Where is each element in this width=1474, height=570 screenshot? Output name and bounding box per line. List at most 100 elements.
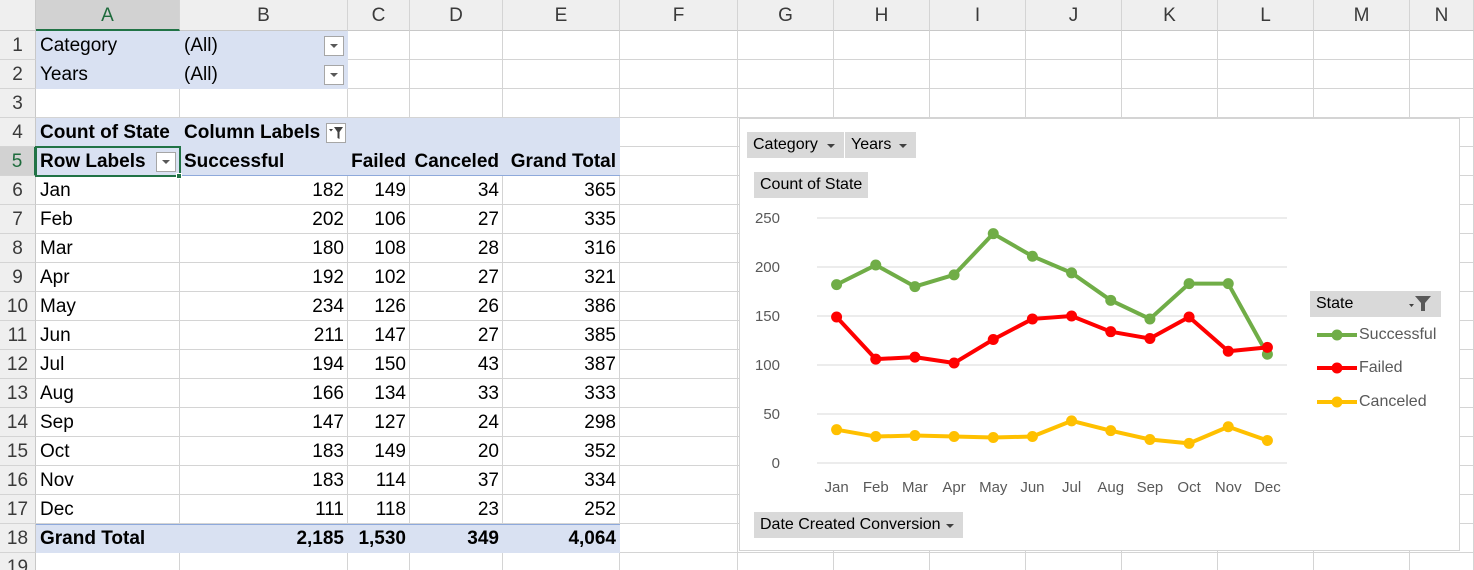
table-cell[interactable]: 321: [584, 267, 616, 288]
table-cell[interactable]: 37: [477, 470, 499, 491]
column-header-g[interactable]: G: [738, 0, 834, 31]
table-cell[interactable]: 114: [375, 470, 406, 491]
table-row-label[interactable]: Nov: [40, 470, 74, 491]
table-row-label[interactable]: Oct: [40, 441, 70, 462]
row-header-15[interactable]: 15: [0, 437, 36, 466]
row-header-17[interactable]: 17: [0, 495, 36, 524]
column-header-f[interactable]: F: [620, 0, 738, 31]
row-labels-dropdown[interactable]: [156, 152, 176, 172]
legend-item-failed[interactable]: Failed: [1315, 358, 1403, 378]
row-header-2[interactable]: 2: [0, 60, 36, 89]
table-cell[interactable]: 28: [477, 238, 499, 259]
row-header-9[interactable]: 9: [0, 263, 36, 292]
category-field-button[interactable]: Category: [747, 132, 844, 158]
column-header-m[interactable]: M: [1314, 0, 1410, 31]
column-labels-header[interactable]: Column Labels: [184, 122, 321, 143]
table-cell[interactable]: 149: [374, 180, 406, 201]
pivot-corner-label[interactable]: Count of State: [40, 122, 170, 143]
table-cell[interactable]: 150: [374, 354, 406, 375]
table-cell[interactable]: 334: [584, 470, 616, 491]
table-cell[interactable]: 134: [374, 383, 406, 404]
table-cell[interactable]: 149: [374, 441, 406, 462]
table-cell[interactable]: 102: [374, 267, 406, 288]
legend-item-successful[interactable]: Successful: [1315, 325, 1436, 345]
grand-total-cell[interactable]: 2,185: [296, 528, 344, 549]
filter-value[interactable]: (All): [184, 64, 218, 85]
table-cell[interactable]: 365: [584, 180, 616, 201]
column-header-b[interactable]: B: [180, 0, 348, 31]
row-header-8[interactable]: 8: [0, 234, 36, 263]
column-header-d[interactable]: D: [410, 0, 503, 31]
row-header-19[interactable]: 19: [0, 553, 36, 570]
table-cell[interactable]: 352: [584, 441, 616, 462]
column-header-c[interactable]: C: [348, 0, 410, 31]
years-filter-dropdown[interactable]: [324, 65, 344, 85]
row-header-10[interactable]: 10: [0, 292, 36, 321]
table-cell[interactable]: 234: [312, 296, 344, 317]
value-field-button[interactable]: Count of State: [754, 172, 868, 198]
table-row-label[interactable]: Sep: [40, 412, 74, 433]
column-labels-filter-button[interactable]: [326, 123, 346, 143]
table-row-label[interactable]: Feb: [40, 209, 73, 230]
filter-label[interactable]: Years: [40, 64, 88, 85]
header-failed[interactable]: Failed: [351, 151, 406, 172]
table-row-label[interactable]: Jan: [40, 180, 71, 201]
table-cell[interactable]: 385: [584, 325, 616, 346]
filter-value[interactable]: (All): [184, 35, 218, 56]
filter-label[interactable]: Category: [40, 35, 118, 56]
table-cell[interactable]: 316: [584, 238, 616, 259]
select-all-corner[interactable]: [0, 0, 36, 31]
table-cell[interactable]: 387: [584, 354, 616, 375]
header-successful[interactable]: Successful: [184, 151, 285, 172]
table-cell[interactable]: 34: [477, 180, 499, 201]
table-row-label[interactable]: Apr: [40, 267, 70, 288]
table-row-label[interactable]: Mar: [40, 238, 73, 259]
grand-total-label[interactable]: Grand Total: [40, 528, 146, 549]
legend-item-canceled[interactable]: Canceled: [1315, 392, 1427, 412]
column-header-n[interactable]: N: [1410, 0, 1474, 31]
column-header-h[interactable]: H: [834, 0, 930, 31]
table-cell[interactable]: 20: [477, 441, 499, 462]
table-cell[interactable]: 386: [584, 296, 616, 317]
row-header-11[interactable]: 11: [0, 321, 36, 350]
fill-handle[interactable]: [176, 173, 182, 179]
row-header-6[interactable]: 6: [0, 176, 36, 205]
table-cell[interactable]: 147: [374, 325, 406, 346]
years-field-button[interactable]: Years: [845, 132, 916, 158]
table-cell[interactable]: 126: [374, 296, 406, 317]
row-header-4[interactable]: 4: [0, 118, 36, 147]
table-cell[interactable]: 194: [312, 354, 344, 375]
table-cell[interactable]: 182: [312, 180, 344, 201]
table-cell[interactable]: 26: [477, 296, 499, 317]
column-header-k[interactable]: K: [1122, 0, 1218, 31]
row-header-13[interactable]: 13: [0, 379, 36, 408]
grand-total-cell[interactable]: 1,530: [358, 528, 406, 549]
table-cell[interactable]: 166: [312, 383, 344, 404]
legend-field-button[interactable]: State: [1310, 291, 1441, 317]
table-row-label[interactable]: Aug: [40, 383, 74, 404]
table-cell[interactable]: 106: [374, 209, 406, 230]
row-header-3[interactable]: 3: [0, 89, 36, 118]
grand-total-cell[interactable]: 349: [467, 528, 499, 549]
table-cell[interactable]: 202: [312, 209, 344, 230]
header-canceled[interactable]: Canceled: [414, 151, 499, 172]
row-header-16[interactable]: 16: [0, 466, 36, 495]
table-cell[interactable]: 27: [477, 325, 499, 346]
column-header-l[interactable]: L: [1218, 0, 1314, 31]
table-cell[interactable]: 118: [375, 499, 406, 520]
table-cell[interactable]: 298: [584, 412, 616, 433]
row-header-12[interactable]: 12: [0, 350, 36, 379]
row-labels-header[interactable]: Row Labels: [40, 151, 146, 172]
table-cell[interactable]: 111: [315, 499, 344, 520]
table-cell[interactable]: 211: [313, 325, 344, 346]
row-header-1[interactable]: 1: [0, 31, 36, 60]
column-header-e[interactable]: E: [503, 0, 620, 31]
pivot-chart[interactable]: Category Years Count of State Date Creat…: [739, 118, 1460, 551]
column-header-j[interactable]: J: [1026, 0, 1122, 31]
table-row-label[interactable]: May: [40, 296, 76, 317]
table-cell[interactable]: 335: [584, 209, 616, 230]
table-cell[interactable]: 108: [374, 238, 406, 259]
table-cell[interactable]: 180: [312, 238, 344, 259]
table-cell[interactable]: 43: [477, 354, 499, 375]
table-cell[interactable]: 183: [312, 470, 344, 491]
